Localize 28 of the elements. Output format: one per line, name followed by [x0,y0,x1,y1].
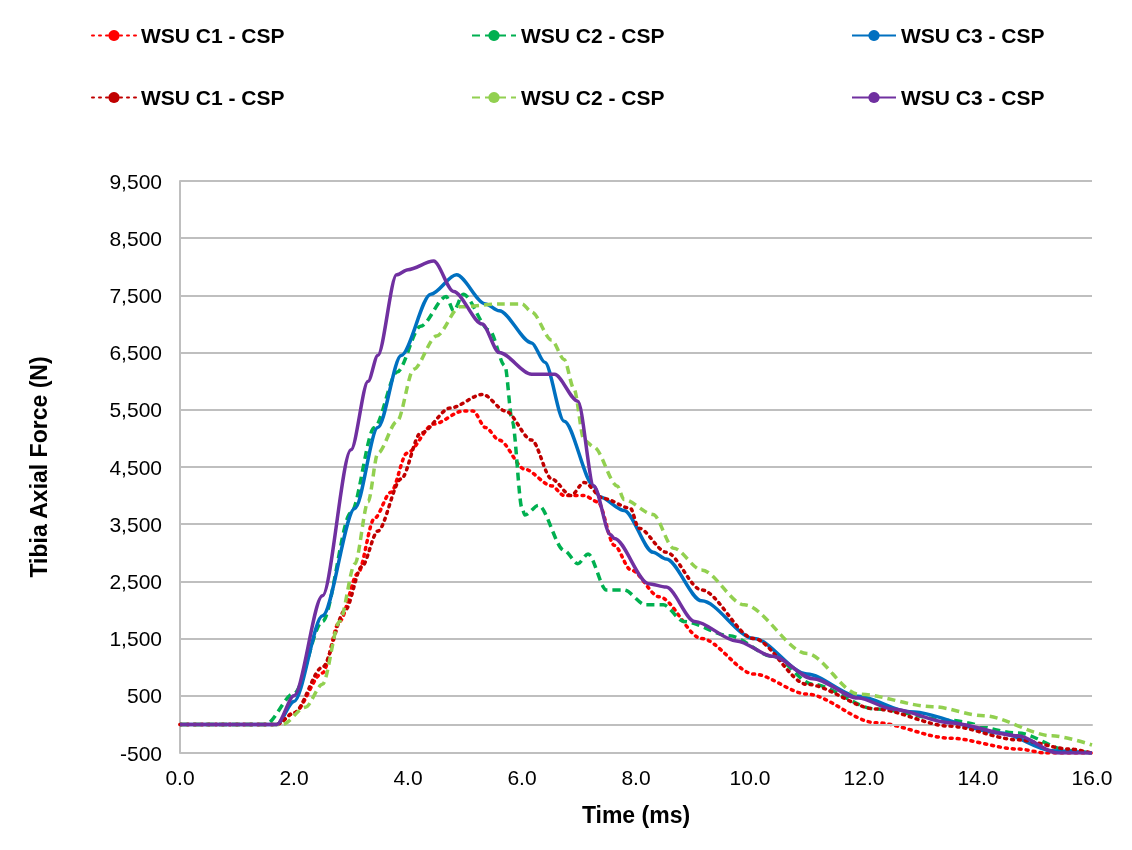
y-tick-label: 2,500 [109,569,162,593]
x-tick-label: 16.0 [1071,766,1113,789]
y-tick-label: 4,500 [109,455,162,479]
x-tick-label: 8.0 [621,766,651,789]
y-tick-label: 1,500 [109,627,162,651]
y-axis-title: Tibia Axial Force (N) [25,356,52,578]
x-tick-label: 14.0 [957,766,999,789]
legend-label: WSU C1 - CSP [141,24,285,47]
y-tick-label: 7,500 [109,283,162,307]
x-tick-label: 6.0 [507,766,537,789]
y-tick-label: 5,500 [109,398,162,422]
legend-label: WSU C3 - CSP [901,24,1045,47]
x-axis-title: Time (ms) [581,801,691,828]
x-tick-label: 12.0 [843,766,885,789]
y-tick-label: 500 [126,684,162,708]
x-tick-label: 4.0 [393,766,423,789]
y-tick-label: 8,500 [109,226,162,250]
y-tick-label: 6,500 [109,341,162,365]
legend-label: WSU C2 - CSP [521,24,665,47]
y-tick-label: 9,500 [109,169,162,193]
y-tick-label: 3,500 [109,512,162,536]
x-tick-label: 10.0 [729,766,771,789]
legend-label: WSU C3 - CSP [901,86,1045,109]
legend-label: WSU C1 - CSP [141,86,285,109]
x-tick-label: 2.0 [279,766,309,789]
y-tick-label: -500 [119,741,162,765]
legend-label: WSU C2 - CSP [521,86,665,109]
x-tick-label: 0.0 [165,766,195,789]
